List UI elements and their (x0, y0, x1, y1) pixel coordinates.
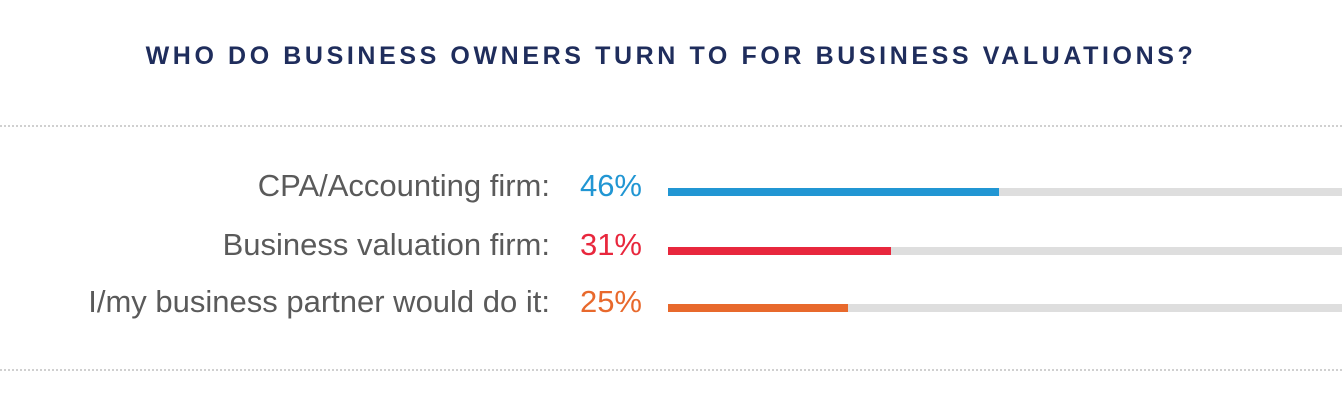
bar-row: Business valuation firm: 31% (0, 227, 1342, 267)
bar-track (668, 247, 1342, 255)
category-label: Business valuation firm: (222, 227, 550, 262)
value-label: 25% (579, 284, 642, 319)
bar-row: I/my business partner would do it: 25% (0, 284, 1342, 324)
bottom-divider (0, 369, 1342, 371)
bar (668, 247, 892, 255)
chart-title: WHO DO BUSINESS OWNERS TURN TO FOR BUSIN… (145, 42, 1197, 70)
bar (668, 304, 848, 312)
category-label: CPA/Accounting firm: (257, 168, 550, 203)
category-label: I/my business partner would do it: (88, 284, 550, 319)
bar-track (668, 188, 1342, 196)
bar-track (668, 304, 1342, 312)
top-divider (0, 125, 1342, 127)
value-label: 31% (579, 227, 642, 262)
value-label: 46% (579, 168, 642, 203)
bar (668, 188, 1000, 196)
bar-row: CPA/Accounting firm: 46% (0, 168, 1342, 208)
